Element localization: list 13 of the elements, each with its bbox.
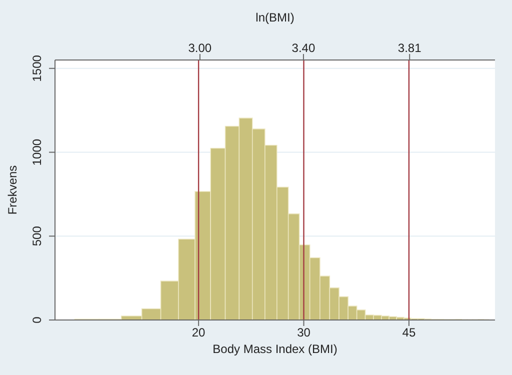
y-axis-title: Frekvens bbox=[5, 165, 20, 215]
x2-tick-label: 3.00 bbox=[188, 41, 212, 55]
x-tick-label: 45 bbox=[402, 326, 416, 340]
x2-axis-title: ln(BMI) bbox=[256, 10, 294, 25]
x2-tick-label: 3.40 bbox=[292, 41, 316, 55]
y-tick-label: 1000 bbox=[30, 138, 44, 166]
x-axis-title: Body Mass Index (BMI) bbox=[212, 342, 338, 356]
y-tick-label: 1500 bbox=[30, 54, 44, 82]
y-tick-label: 0 bbox=[30, 316, 44, 324]
x-tick-label: 30 bbox=[297, 326, 311, 340]
x2-tick-label: 3.81 bbox=[398, 41, 422, 55]
y-tick-label: 500 bbox=[30, 226, 44, 246]
x-tick-label: 20 bbox=[192, 326, 206, 340]
